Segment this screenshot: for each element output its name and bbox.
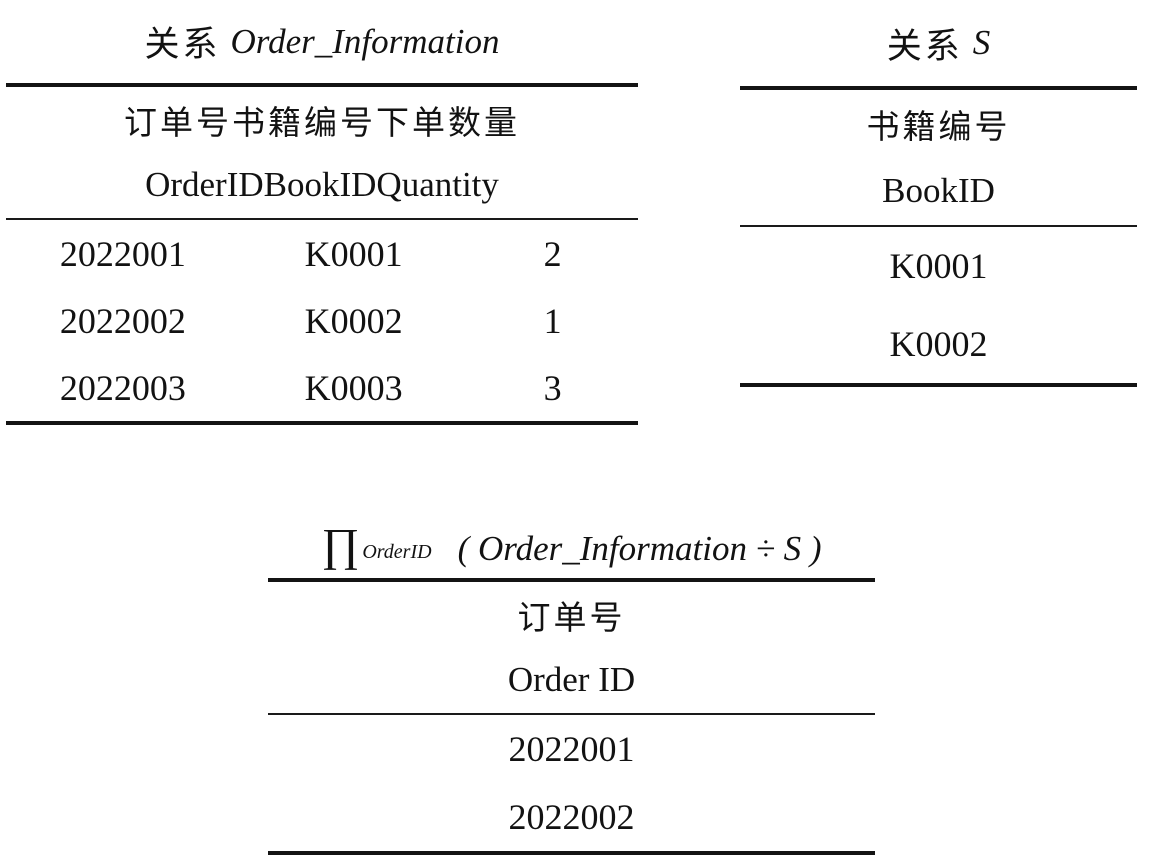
s-table: 关系 S 书籍编号 BookID K0001 K0002 — [740, 0, 1137, 387]
relation-label-zh: 关系 — [886, 26, 963, 66]
table-cell: 2 — [543, 233, 562, 274]
column-header-en: BookID — [263, 165, 377, 204]
s-table-title: 关系 S — [740, 0, 1137, 90]
division-result-table: ∏ OrderID ( Order_Information ÷ S ) 订单号 … — [268, 512, 875, 855]
header-row-en: BookID — [740, 157, 1137, 225]
column-header-en: Quantity — [376, 165, 499, 204]
table-cell: 2022001 — [59, 233, 186, 274]
relation-label-zh: 关系 — [144, 25, 221, 64]
table-row: 2022002 K0002 1 — [6, 287, 638, 354]
table-row: K0002 — [740, 305, 1137, 383]
s-table-header: 书籍编号 BookID — [740, 90, 1137, 227]
table-cell: 2022001 — [508, 729, 635, 769]
table-row: 2022003 K0003 3 — [6, 354, 638, 421]
column-header-zh: 订单号 — [517, 600, 626, 637]
division-result-body: 2022001 2022002 — [268, 715, 875, 855]
relation-name: S — [972, 23, 991, 62]
header-row-zh: 订单号 — [268, 582, 875, 647]
division-expression: ( Order_Information ÷ S ) — [457, 529, 822, 568]
column-header-zh: 书籍编号 — [232, 105, 376, 142]
table-cell: 3 — [543, 367, 562, 408]
column-header-en: Order ID — [507, 660, 636, 699]
header-row-en: Order ID — [268, 647, 875, 713]
table-row: 2022001 K0001 2 — [6, 220, 638, 287]
order-information-table-title: 关系 Order_Information — [6, 0, 638, 87]
column-header-en: BookID — [882, 171, 995, 210]
header-row-zh: 书籍编号 — [740, 90, 1137, 157]
table-cell: K0002 — [889, 324, 988, 364]
table-row: K0001 — [740, 227, 1137, 305]
table-cell: 2022003 — [59, 367, 186, 408]
column-header-zh: 下单数量 — [376, 105, 520, 142]
table-cell: 2022002 — [59, 300, 186, 341]
table-cell: 1 — [543, 300, 562, 341]
column-header-en: OrderID — [145, 165, 264, 204]
division-result-header: 订单号 Order ID — [268, 582, 875, 715]
s-table-body: K0001 K0002 — [740, 227, 1137, 387]
projection-subscript: OrderID — [362, 541, 432, 563]
column-header-zh: 书籍编号 — [866, 109, 1011, 146]
table-cell: K0002 — [304, 300, 403, 341]
table-row: 2022001 — [268, 715, 875, 783]
table-cell: K0001 — [889, 246, 988, 286]
table-row: 2022002 — [268, 783, 875, 851]
table-cell: K0001 — [304, 233, 403, 274]
column-header-zh: 订单号 — [124, 105, 232, 142]
relation-name: Order_Information — [230, 21, 500, 61]
order-information-table-header: 订单号 书籍编号 下单数量 OrderID BookID Quantity — [6, 87, 638, 220]
table-cell: K0003 — [304, 367, 403, 408]
projection-operator: ∏ — [321, 519, 360, 570]
division-result-formula: ∏ OrderID ( Order_Information ÷ S ) — [268, 512, 875, 582]
header-row-en: OrderID BookID Quantity — [6, 152, 638, 218]
table-cell: 2022002 — [508, 797, 635, 837]
order-information-table-body: 2022001 K0001 2 2022002 K0002 1 2022003 … — [6, 220, 638, 425]
order-information-table: 关系 Order_Information 订单号 书籍编号 下单数量 Order… — [6, 0, 638, 425]
header-row-zh: 订单号 书籍编号 下单数量 — [6, 87, 638, 152]
